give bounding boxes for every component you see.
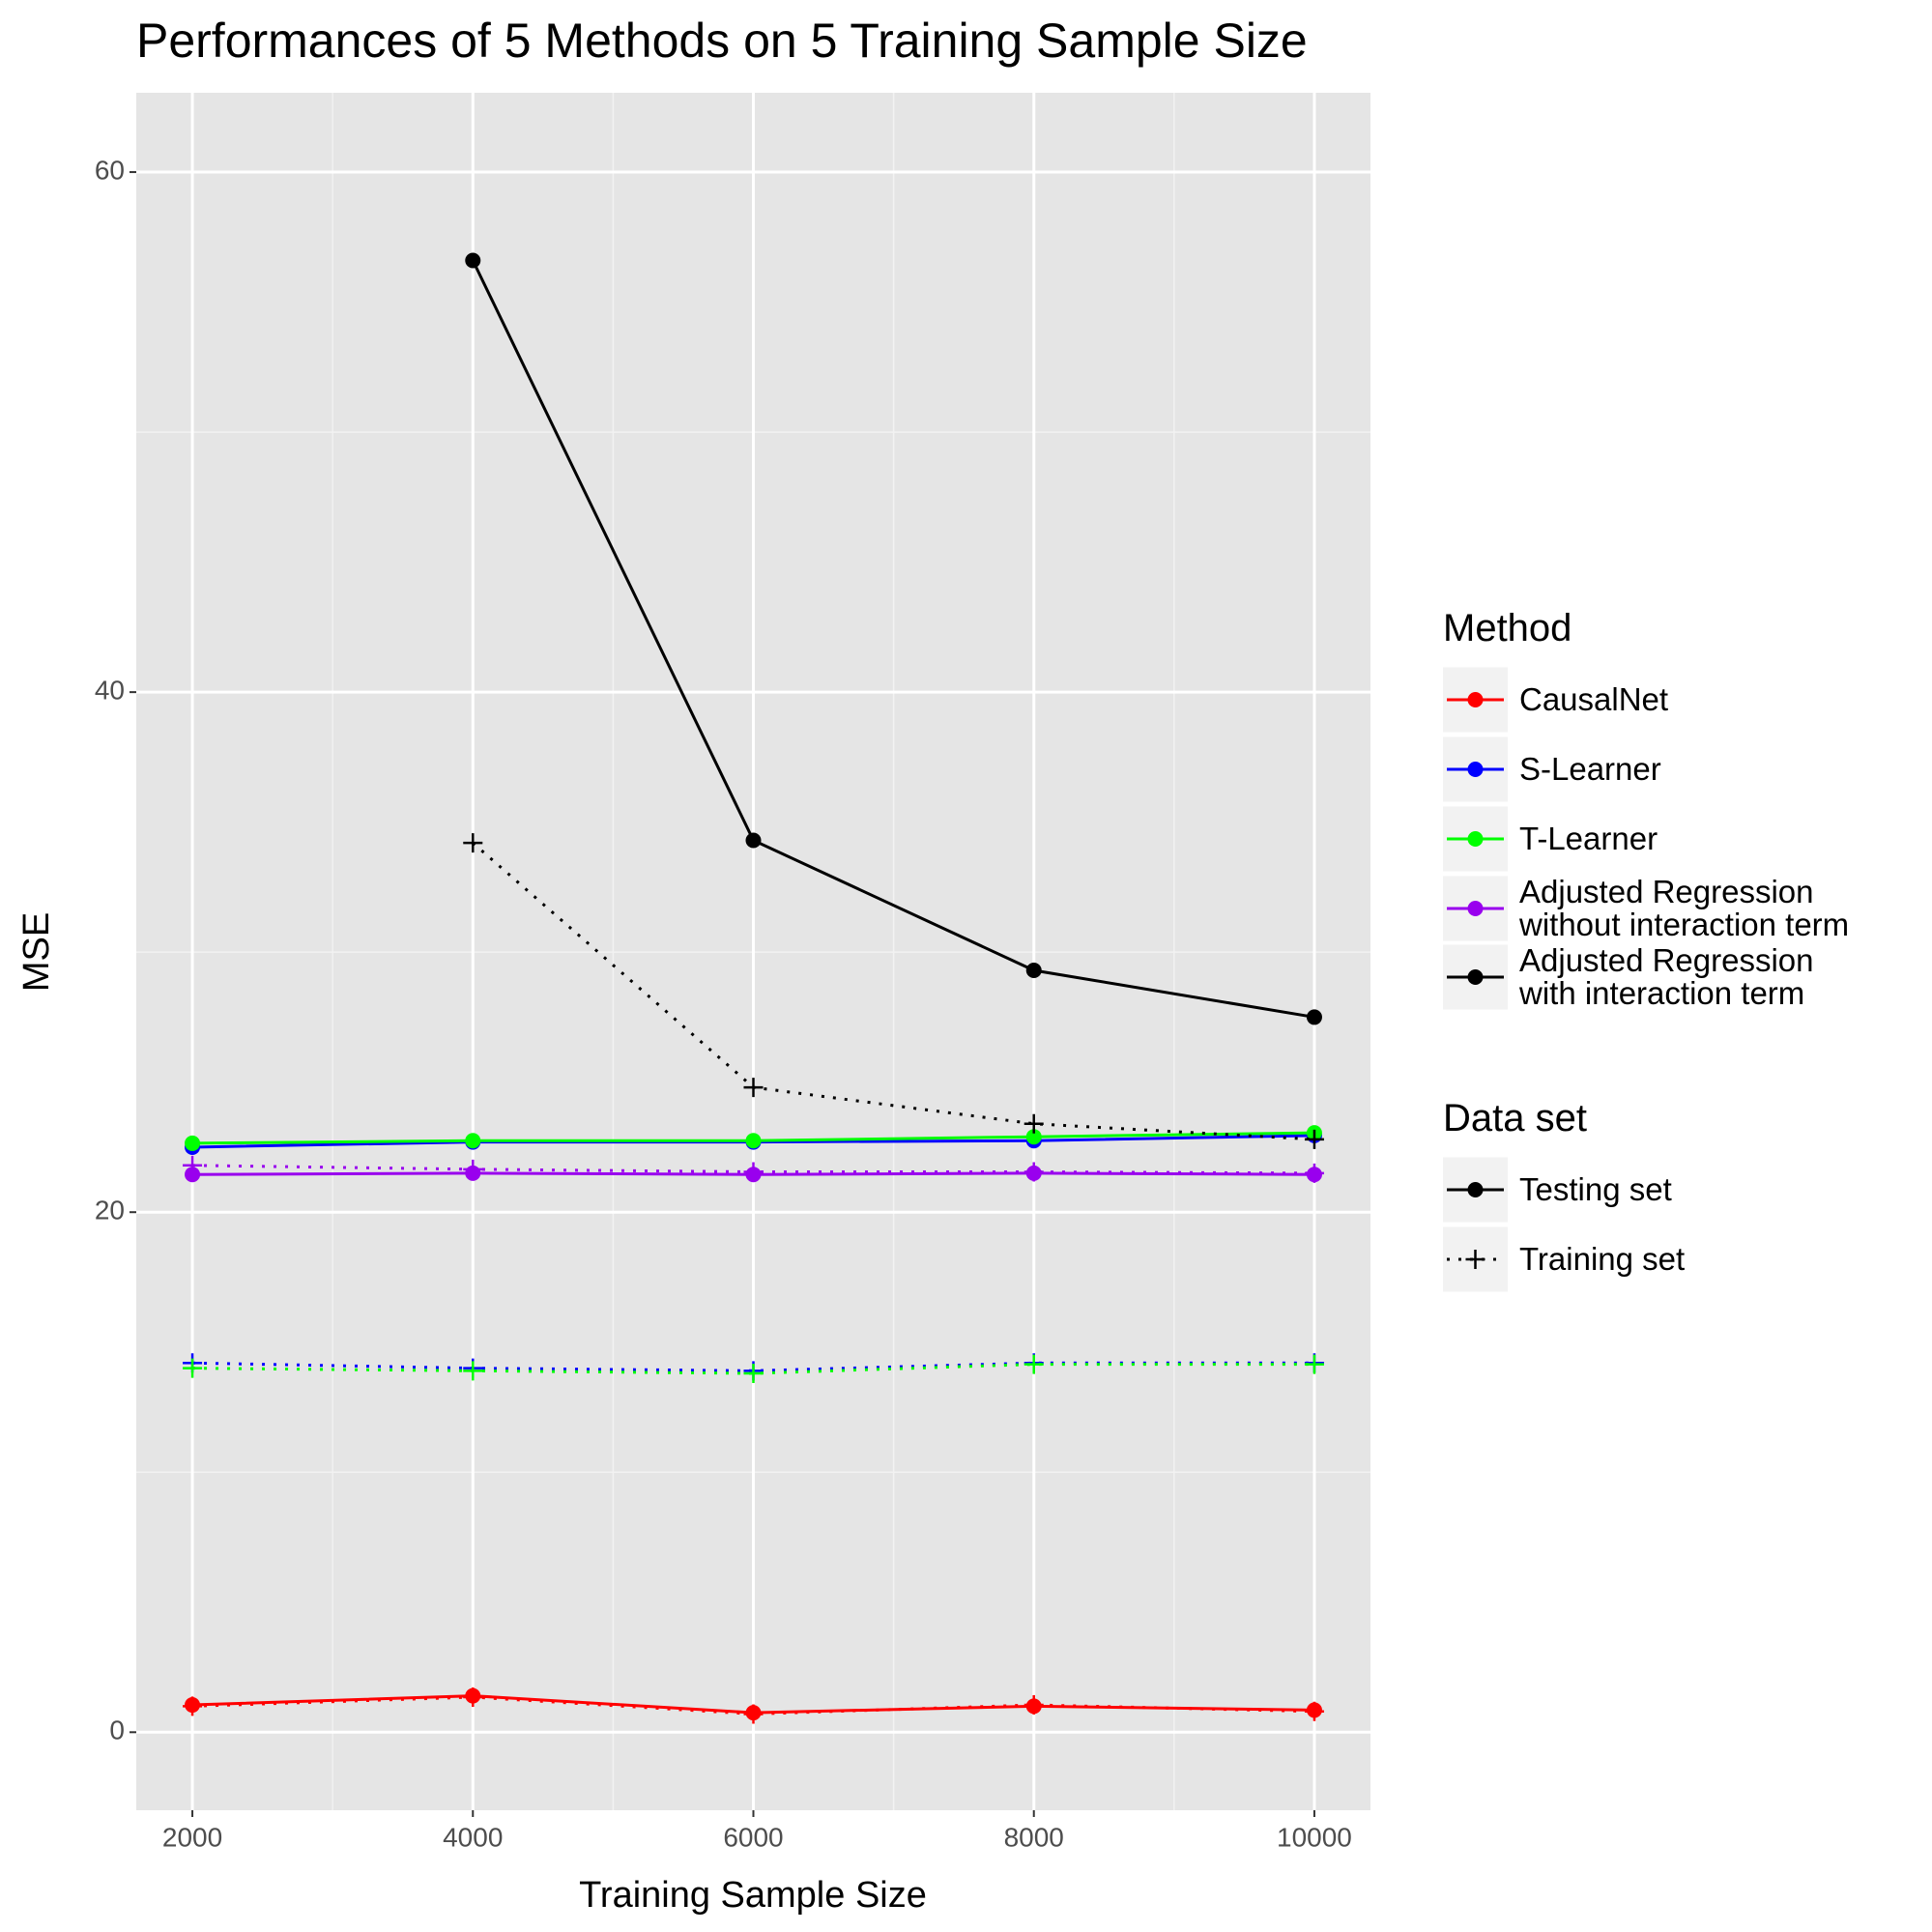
testing-point: [745, 832, 762, 849]
training-point: [183, 1358, 203, 1378]
training-point: [463, 833, 483, 853]
x-tick-label: 8000: [1004, 1822, 1064, 1852]
testing-point: [745, 1133, 762, 1149]
testing-point: [465, 1687, 481, 1704]
legend-dot: [1467, 762, 1484, 777]
x-axis-title: Training Sample Size: [579, 1875, 927, 1916]
training-point: [1024, 1113, 1044, 1134]
training-line: [192, 1164, 1314, 1175]
y-tick-label: 40: [95, 676, 125, 706]
legend-dot: [1467, 692, 1484, 707]
testing-point: [1306, 1167, 1322, 1183]
testing-point: [465, 252, 481, 269]
legend-label: CausalNet: [1519, 681, 1669, 717]
training-line: [472, 842, 1315, 1141]
testing-point: [465, 1133, 481, 1149]
testing-point: [1306, 1702, 1322, 1718]
legend-dot: [1467, 969, 1484, 985]
legend-label: Training set: [1519, 1241, 1686, 1277]
testing-point: [745, 1705, 762, 1721]
testing-point: [465, 1165, 481, 1181]
training-point: [1304, 1129, 1324, 1149]
legend-label: S-Learner: [1519, 751, 1661, 787]
y-tick-label: 0: [109, 1716, 125, 1745]
testing-point: [745, 1167, 762, 1183]
legend-title: Method: [1443, 607, 1572, 649]
x-tick-label: 2000: [162, 1822, 222, 1852]
testing-point: [1025, 1698, 1042, 1715]
x-tick-label: 4000: [443, 1822, 503, 1852]
testing-point: [1025, 1129, 1042, 1145]
y-tick-label: 20: [95, 1196, 125, 1226]
legend-dot: [1467, 831, 1484, 847]
x-tick-label: 10000: [1277, 1822, 1352, 1852]
training-point: [1304, 1354, 1324, 1374]
training-point: [743, 1364, 764, 1384]
training-line: [192, 1361, 1314, 1372]
chart-title: Performances of 5 Methods on 5 Training …: [136, 14, 1308, 68]
legend-label: Testing set: [1519, 1171, 1672, 1207]
legend-label: Adjusted Regression without interaction …: [1519, 874, 1850, 942]
testing-point: [185, 1697, 201, 1714]
testing-line: [471, 259, 1315, 1019]
y-axis-title: MSE: [16, 912, 57, 992]
legend-plus: [1465, 1250, 1485, 1269]
legend-dot: [1467, 901, 1484, 916]
legend-dot: [1467, 1182, 1484, 1197]
training-point: [1024, 1354, 1044, 1374]
y-tick-label: 60: [95, 155, 125, 185]
testing-point: [185, 1167, 201, 1183]
testing-point: [1025, 963, 1042, 979]
x-tick-label: 6000: [723, 1822, 783, 1852]
training-point: [743, 1078, 764, 1098]
training-line: [192, 1363, 1314, 1375]
training-point: [463, 1361, 483, 1381]
testing-point: [1306, 1009, 1322, 1025]
legend-label: T-Learner: [1519, 821, 1658, 856]
legend-label: Adjusted Regression with interaction ter…: [1519, 942, 1814, 1011]
testing-point: [1025, 1165, 1042, 1181]
legend-title: Data set: [1443, 1097, 1587, 1139]
testing-point: [185, 1135, 201, 1151]
